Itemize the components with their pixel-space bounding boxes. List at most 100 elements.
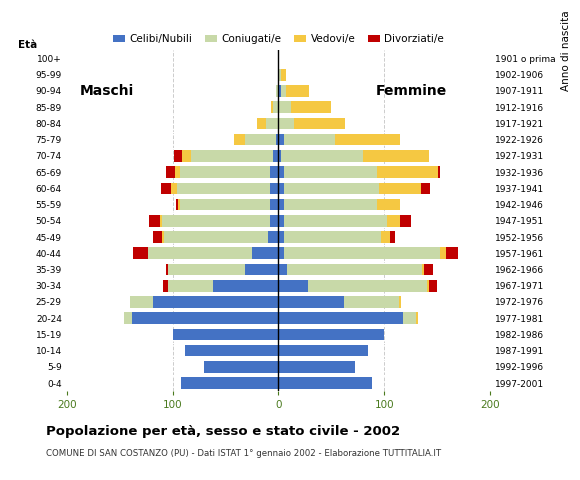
Bar	[176, 199, 178, 210]
Bar	[287, 264, 422, 276]
Legend: Celibi/Nubili, Coniugati/e, Vedovi/e, Divorziati/e: Celibi/Nubili, Coniugati/e, Vedovi/e, Di…	[108, 30, 448, 48]
Bar	[166, 166, 175, 178]
Bar	[177, 182, 270, 194]
Bar	[160, 215, 162, 227]
Bar	[284, 231, 381, 243]
Bar	[281, 150, 363, 162]
Bar	[245, 134, 276, 145]
Bar	[273, 150, 278, 162]
Bar	[278, 328, 384, 340]
Bar	[278, 296, 344, 308]
Bar	[168, 280, 213, 291]
Bar	[245, 264, 278, 276]
Bar	[403, 312, 416, 324]
Bar	[278, 280, 308, 291]
Bar	[440, 247, 445, 259]
Bar	[204, 361, 278, 372]
Bar	[278, 361, 354, 372]
Bar	[278, 69, 281, 81]
Bar	[164, 231, 268, 243]
Bar	[278, 166, 284, 178]
Bar	[172, 182, 177, 194]
Bar	[278, 134, 284, 145]
Text: Popolazione per età, sesso e stato civile - 2002: Popolazione per età, sesso e stato civil…	[46, 425, 401, 438]
Bar	[278, 85, 281, 97]
Bar	[173, 150, 182, 162]
Bar	[270, 182, 278, 194]
Bar	[390, 231, 395, 243]
Bar	[270, 199, 278, 210]
Bar	[422, 264, 425, 276]
Bar	[213, 280, 278, 291]
Bar	[426, 280, 429, 291]
Bar	[284, 134, 335, 145]
Bar	[278, 215, 284, 227]
Bar	[284, 182, 379, 194]
Bar	[166, 264, 168, 276]
Bar	[161, 182, 172, 194]
Bar	[379, 182, 421, 194]
Bar	[163, 280, 168, 291]
Bar	[377, 166, 438, 178]
Bar	[178, 199, 180, 210]
Bar	[377, 199, 400, 210]
Bar	[154, 296, 278, 308]
Bar	[278, 231, 284, 243]
Bar	[429, 280, 437, 291]
Bar	[180, 199, 270, 210]
Bar	[344, 296, 399, 308]
Bar	[278, 377, 372, 389]
Bar	[284, 166, 377, 178]
Bar	[363, 150, 429, 162]
Bar	[257, 118, 266, 129]
Bar	[445, 247, 458, 259]
Bar	[278, 264, 287, 276]
Bar	[168, 264, 245, 276]
Bar	[234, 134, 245, 145]
Bar	[182, 150, 191, 162]
Text: Femmine: Femmine	[376, 84, 447, 98]
Bar	[154, 231, 162, 243]
Bar	[291, 101, 331, 113]
Bar	[399, 296, 401, 308]
Bar	[281, 69, 286, 81]
Bar	[133, 247, 148, 259]
Bar	[278, 118, 294, 129]
Bar	[294, 118, 345, 129]
Bar	[284, 215, 387, 227]
Bar	[278, 312, 403, 324]
Text: Età: Età	[18, 40, 37, 50]
Y-axis label: Anno di nascita: Anno di nascita	[561, 10, 571, 91]
Bar	[162, 231, 164, 243]
Bar	[270, 166, 278, 178]
Bar	[149, 215, 160, 227]
Bar	[268, 231, 278, 243]
Bar	[271, 101, 273, 113]
Bar	[181, 377, 278, 389]
Bar	[278, 199, 284, 210]
Bar	[148, 247, 252, 259]
Bar	[180, 166, 270, 178]
Bar	[276, 134, 278, 145]
Bar	[278, 101, 291, 113]
Bar	[284, 247, 440, 259]
Text: COMUNE DI SAN COSTANZO (PU) - Dati ISTAT 1° gennaio 2002 - Elaborazione TUTTITAL: COMUNE DI SAN COSTANZO (PU) - Dati ISTAT…	[46, 449, 441, 458]
Bar	[162, 215, 270, 227]
Bar	[273, 101, 278, 113]
Bar	[335, 134, 400, 145]
Bar	[438, 166, 440, 178]
Bar	[266, 118, 278, 129]
Bar	[278, 247, 284, 259]
Bar	[281, 85, 286, 97]
Text: Maschi: Maschi	[79, 84, 133, 98]
Bar	[175, 166, 180, 178]
Bar	[387, 215, 400, 227]
Bar	[278, 345, 368, 357]
Bar	[124, 312, 132, 324]
Bar	[416, 312, 418, 324]
Bar	[130, 296, 154, 308]
Bar	[278, 150, 281, 162]
Bar	[252, 247, 278, 259]
Bar	[381, 231, 390, 243]
Bar	[173, 328, 278, 340]
